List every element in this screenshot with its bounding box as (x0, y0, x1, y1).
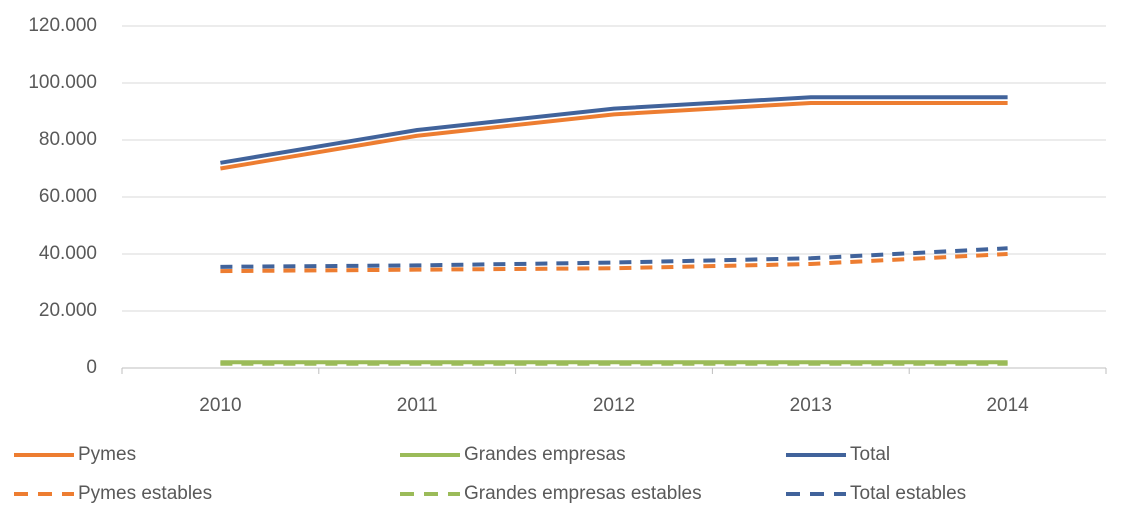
x-tick-label: 2014 (986, 395, 1029, 416)
y-tick-label: 40.000 (39, 243, 97, 264)
x-tick-label: 2012 (593, 395, 635, 416)
series-line (220, 252, 1008, 274)
y-tick-label: 0 (86, 357, 97, 378)
y-tick-label: 100.000 (28, 72, 97, 93)
series-line (220, 100, 1008, 171)
legend-label: Grandes empresas (464, 444, 626, 465)
x-tick-label: 2013 (790, 395, 832, 416)
series-line (220, 246, 1008, 269)
legend-label: Total estables (850, 483, 966, 504)
x-tick-label: 2011 (397, 395, 438, 416)
y-tick-label: 60.000 (39, 186, 97, 207)
y-tick-label: 20.000 (39, 300, 97, 321)
y-tick-label: 80.000 (39, 129, 97, 150)
series-line (220, 95, 1008, 165)
legend-label: Pymes estables (78, 483, 212, 504)
legend-label: Pymes (78, 444, 136, 465)
legend-label: Total (850, 444, 890, 465)
legend-label: Grandes empresas estables (464, 483, 702, 504)
y-tick-label: 120.000 (28, 15, 97, 36)
x-tick-label: 2010 (199, 395, 241, 416)
